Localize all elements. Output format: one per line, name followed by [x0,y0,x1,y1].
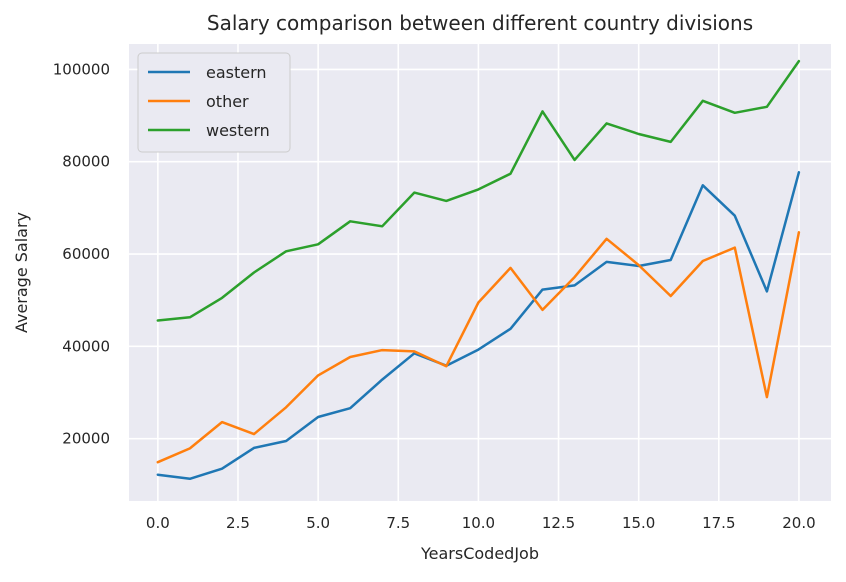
legend-label-other: other [206,92,249,111]
legend-label-western: western [206,121,270,140]
y-tick-label: 80000 [62,153,110,171]
x-tick-label: 0.0 [146,514,170,532]
y-tick-label: 100000 [53,60,110,78]
legend: eastern other western [137,52,291,153]
legend-box [137,52,291,153]
x-tick-label: 2.5 [226,514,250,532]
x-tick-label: 12.5 [542,514,575,532]
y-tick-label: 60000 [62,245,110,263]
y-tick-label: 20000 [62,430,110,448]
y-tick-label: 40000 [62,337,110,355]
y-axis-label: Average Salary [12,212,31,333]
legend-label-eastern: eastern [206,63,267,82]
series-line-other [156,231,801,464]
chart-title: Salary comparison between different coun… [207,11,753,35]
grid-lines [129,44,831,501]
x-tick-label: 20.0 [782,514,815,532]
x-tick-label: 17.5 [702,514,735,532]
x-tick-label: 15.0 [622,514,655,532]
x-tick-label: 5.0 [306,514,330,532]
series-line-eastern [156,171,801,481]
x-axis-label: YearsCodedJob [420,544,539,563]
tick-labels: 0.0 2.5 5.0 7.5 10.0 12.5 15.0 17.5 20.0 20000 400… [53,60,816,532]
x-tick-label: 7.5 [386,514,410,532]
series-lines [156,59,801,481]
x-tick-label: 10.0 [462,514,495,532]
series-line-western [156,59,801,322]
